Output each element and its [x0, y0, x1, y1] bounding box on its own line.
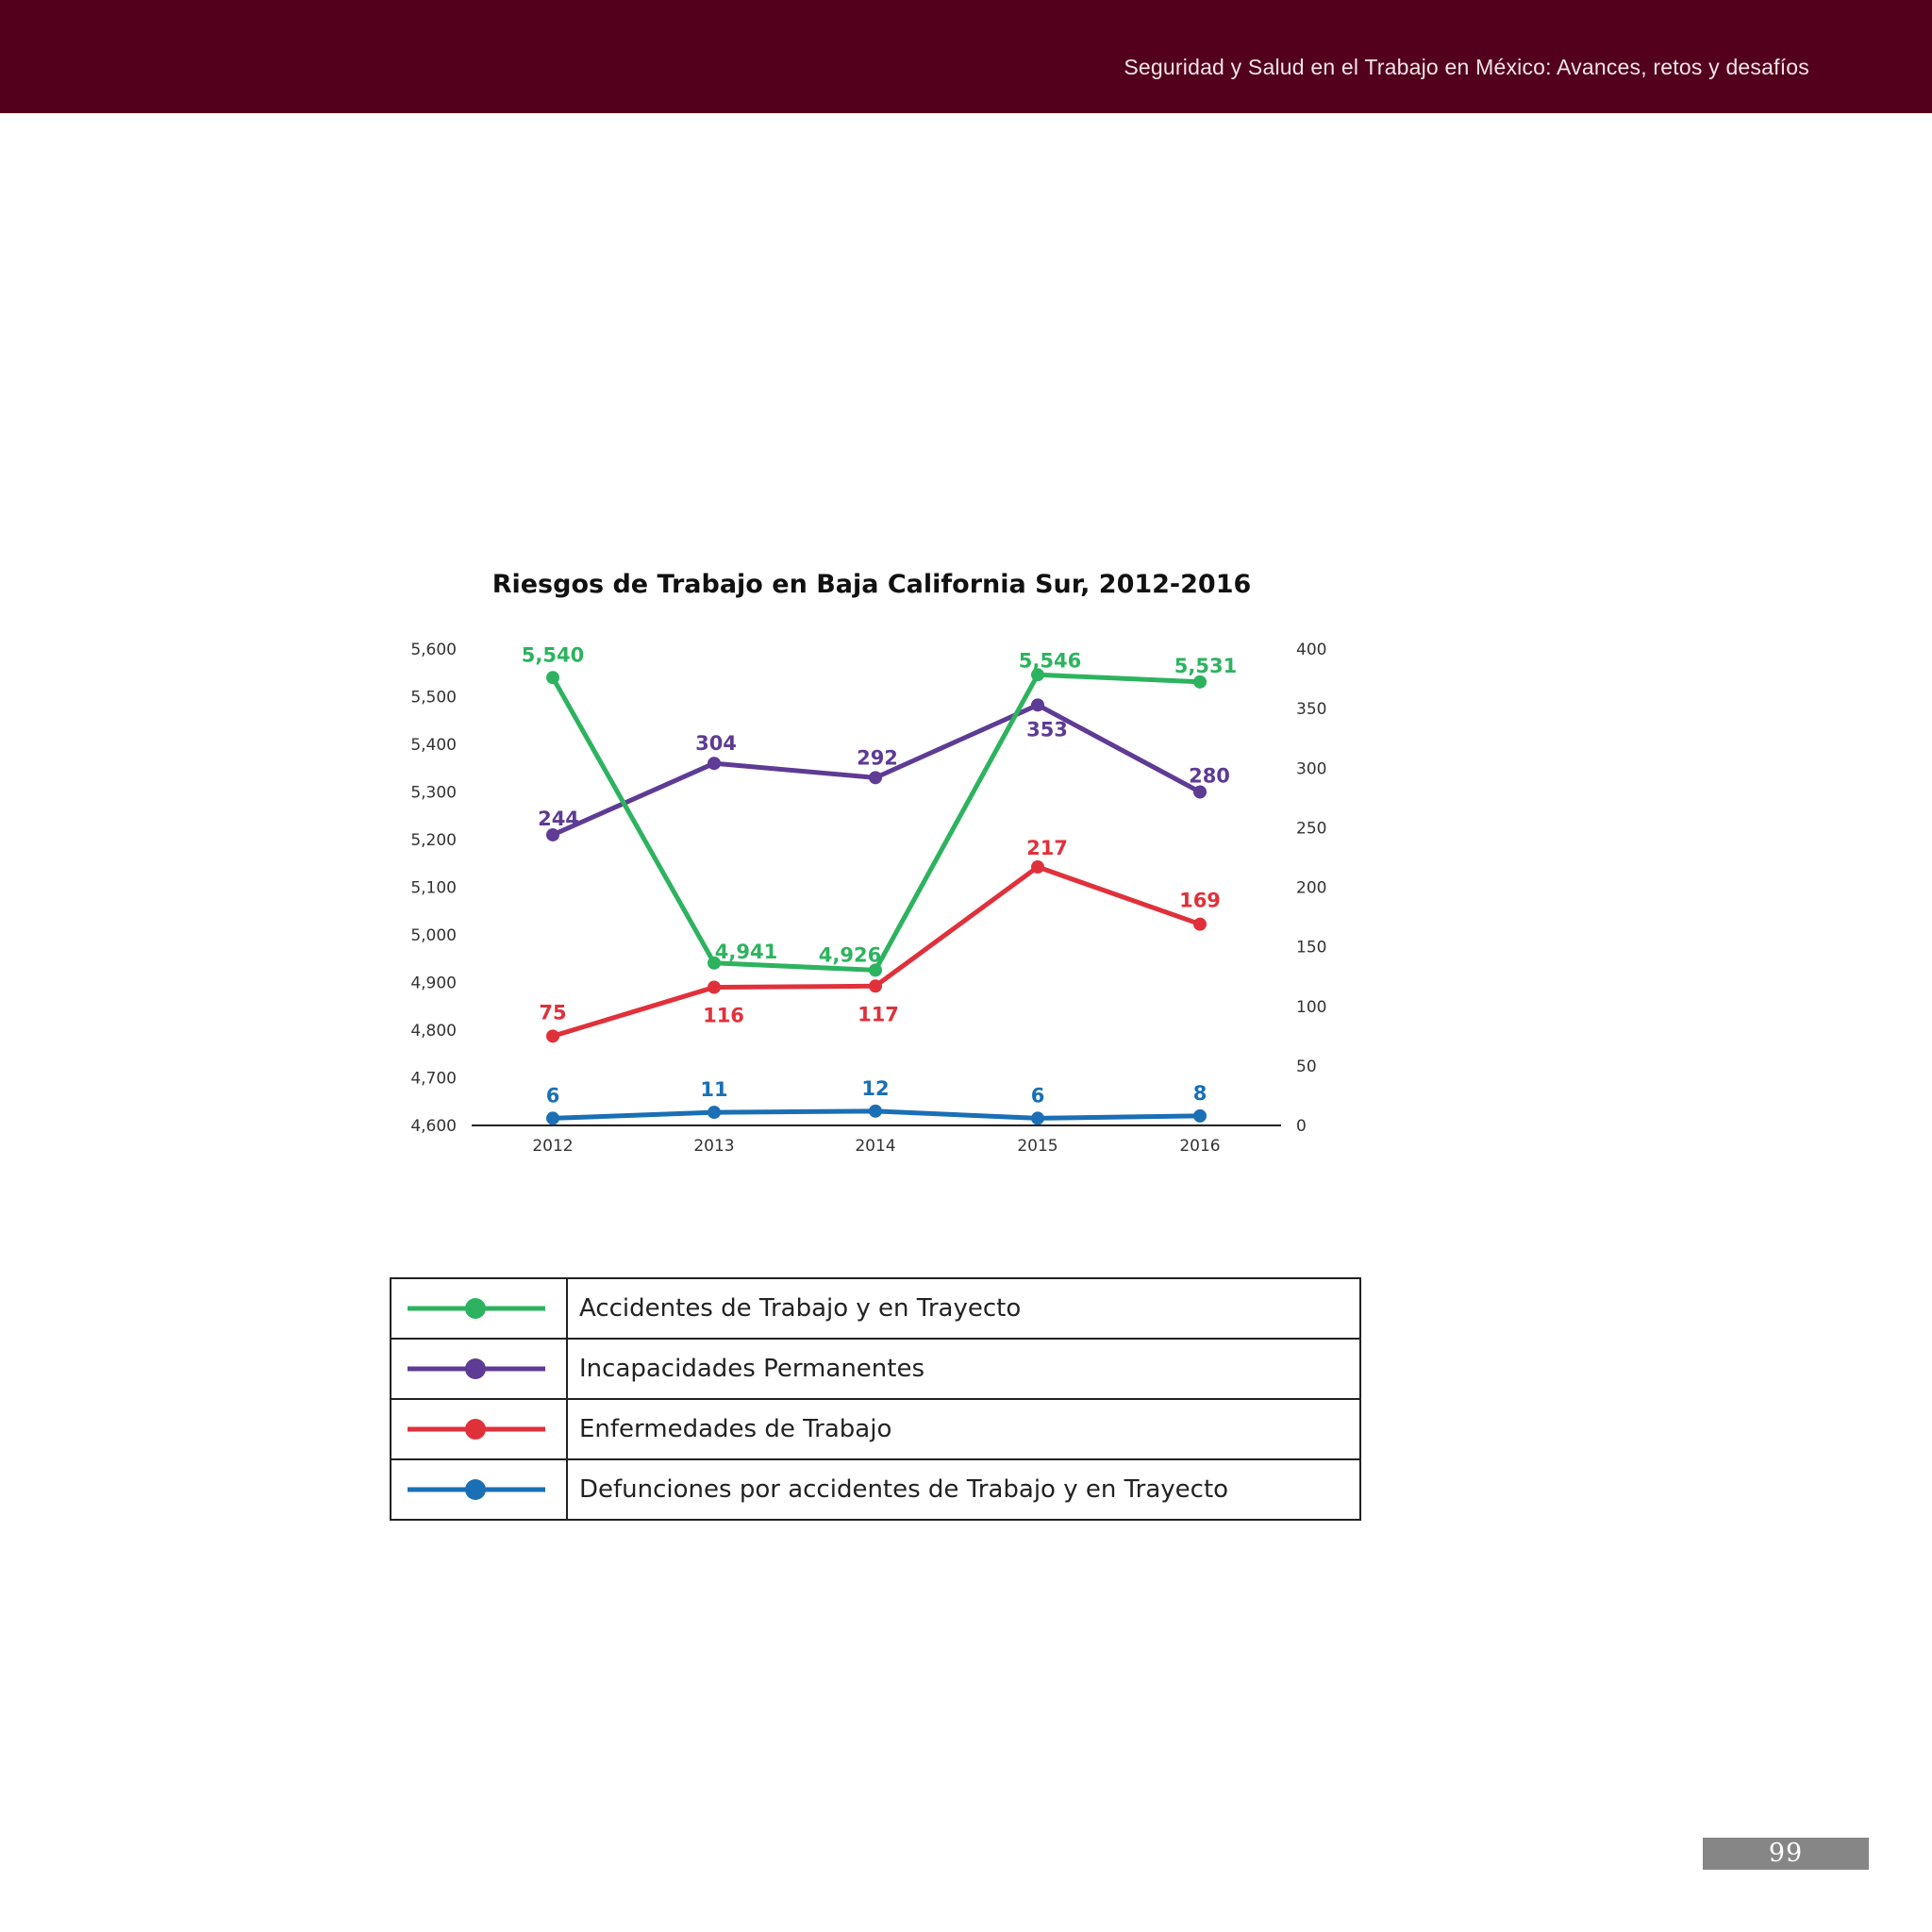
chart-title: Riesgos de Trabajo en Baja California Su… [492, 570, 1252, 599]
data-point [546, 827, 559, 841]
data-label: 244 [538, 808, 579, 830]
data-point [708, 980, 721, 994]
legend-marker [408, 1419, 545, 1440]
legend-dot [465, 1358, 486, 1379]
data-label: 5,546 [1019, 649, 1081, 672]
x-tick-label: 2012 [532, 1137, 573, 1156]
data-label: 4,926 [819, 943, 881, 966]
data-label: 292 [857, 746, 898, 769]
legend-row: Enfermedades de Trabajo [390, 1398, 1361, 1460]
y-left-tick-label: 5,300 [410, 784, 457, 803]
data-label: 8 [1193, 1082, 1208, 1105]
y-left-tick-label: 4,800 [410, 1022, 457, 1041]
x-tick-label: 2014 [855, 1137, 895, 1156]
legend-row: Defunciones por accidentes de Trabajo y … [390, 1458, 1361, 1521]
data-label: 6 [546, 1084, 560, 1107]
data-label: 280 [1189, 765, 1230, 788]
x-tick-label: 2015 [1017, 1137, 1058, 1156]
data-point [1031, 1111, 1044, 1125]
y-left-tick-label: 5,400 [410, 736, 457, 755]
header-bar: Seguridad y Salud en el Trabajo en Méxic… [0, 0, 1932, 113]
legend-dot [465, 1479, 486, 1500]
y-right-tick-label: 0 [1296, 1117, 1307, 1136]
legend-label: Accidentes de Trabajo y en Trayecto [566, 1277, 1361, 1340]
y-left-tick-label: 4,900 [410, 974, 457, 993]
y-right-tick-label: 100 [1296, 998, 1326, 1017]
y-right-tick-label: 150 [1296, 939, 1326, 958]
data-label: 11 [700, 1078, 727, 1101]
legend-symbol-cell [390, 1338, 568, 1400]
legend-label: Enfermedades de Trabajo [566, 1398, 1361, 1460]
legend-row: Accidentes de Trabajo y en Trayecto [390, 1277, 1361, 1340]
legend-dot [465, 1298, 486, 1319]
line-chart: Riesgos de Trabajo en Baja California Su… [410, 570, 1326, 1156]
series-line [550, 702, 1203, 838]
legend-marker [408, 1358, 545, 1379]
series-line [550, 672, 1203, 973]
data-label: 4,941 [715, 941, 777, 963]
y-right-tick-label: 300 [1296, 759, 1326, 778]
data-point [869, 1104, 882, 1118]
data-point [1193, 1108, 1207, 1123]
legend-label: Defunciones por accidentes de Trabajo y … [566, 1458, 1361, 1521]
y-left-tick-label: 4,700 [410, 1070, 457, 1089]
page-number: 99 [1703, 1838, 1869, 1870]
data-point [1031, 698, 1044, 712]
data-point [1193, 917, 1207, 931]
legend-marker [408, 1298, 545, 1319]
legend-dot [465, 1419, 486, 1440]
data-label: 116 [703, 1005, 744, 1027]
legend-table: Accidentes de Trabajo y en Trayecto Incap… [390, 1277, 1361, 1521]
data-label: 117 [858, 1003, 899, 1025]
x-tick-label: 2013 [693, 1137, 734, 1156]
legend-symbol-cell [390, 1277, 568, 1340]
data-point [869, 963, 882, 977]
data-label: 353 [1026, 718, 1068, 741]
data-point [869, 979, 882, 993]
data-label: 5,540 [522, 643, 584, 666]
data-point [1193, 785, 1207, 799]
legend-label: Incapacidades Permanentes [566, 1338, 1361, 1400]
y-right-tick-label: 200 [1296, 879, 1326, 898]
data-point [546, 1111, 559, 1125]
legend-row: Incapacidades Permanentes [390, 1338, 1361, 1400]
data-label: 169 [1179, 890, 1221, 912]
data-point [1193, 675, 1207, 689]
y-left-tick-label: 5,200 [410, 831, 457, 850]
data-point [708, 1106, 721, 1120]
x-tick-label: 2016 [1179, 1137, 1220, 1156]
data-label: 75 [539, 1001, 566, 1024]
data-point [869, 771, 882, 785]
data-point [708, 956, 721, 970]
y-left-tick-label: 5,100 [410, 879, 457, 898]
y-left-tick-label: 5,000 [410, 926, 457, 945]
header-title: Seguridad y Salud en el Trabajo en Méxic… [1124, 55, 1809, 79]
y-right-tick-label: 400 [1296, 641, 1326, 659]
legend-symbol-cell [390, 1458, 568, 1521]
data-label: 12 [861, 1077, 889, 1100]
y-left-tick-label: 5,600 [410, 641, 457, 659]
y-left-tick-label: 4,600 [410, 1117, 457, 1136]
data-label: 6 [1031, 1084, 1045, 1107]
data-label: 5,531 [1174, 655, 1237, 677]
legend-symbol-cell [390, 1398, 568, 1460]
y-left-tick-label: 5,500 [410, 689, 457, 708]
data-label: 217 [1026, 837, 1068, 859]
y-right-tick-label: 350 [1296, 700, 1326, 719]
y-right-tick-label: 50 [1296, 1058, 1317, 1076]
legend-marker [408, 1479, 545, 1500]
data-label: 304 [695, 732, 737, 755]
y-right-tick-label: 250 [1296, 819, 1326, 838]
data-point [1031, 668, 1044, 682]
data-point [1031, 860, 1044, 874]
data-point [546, 671, 559, 685]
data-point [546, 1029, 559, 1043]
data-point [708, 757, 721, 771]
